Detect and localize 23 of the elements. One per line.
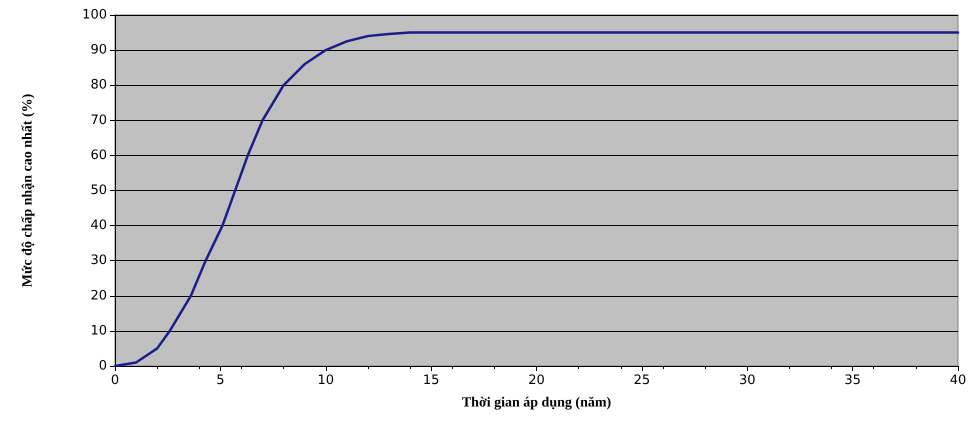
x-tick-label: 35	[844, 373, 861, 388]
x-tick-label: 5	[216, 373, 225, 388]
x-axis-title: Thời gian áp dụng (năm)	[462, 396, 612, 410]
x-tick-label: 20	[528, 373, 545, 388]
x-tick-label: 15	[422, 373, 440, 388]
y-tick-label: 70	[90, 112, 107, 128]
y-tick-label: 60	[90, 148, 107, 163]
y-tick-label: 50	[90, 183, 107, 198]
line-series	[114, 31, 960, 368]
y-tick-label: 100	[82, 8, 107, 22]
x-tick-label: 30	[738, 373, 756, 388]
x-tick-label: 25	[634, 373, 650, 388]
y-tick-label: 0	[98, 358, 107, 374]
y-tick-label: 30	[90, 253, 107, 268]
y-tick-label: 10	[90, 323, 107, 338]
x-tick-label: 40	[950, 373, 966, 388]
x-tick-label: 10	[317, 373, 334, 388]
y-tick-label: 80	[90, 78, 107, 93]
y-axis-title: Mức độ chấp nhận cao nhất (%)	[20, 93, 36, 288]
y-tick-label: 20	[90, 288, 107, 304]
y-tick-label: 40	[90, 218, 107, 234]
x-tick-label: 0	[110, 373, 120, 388]
y-tick-label: 90	[90, 42, 107, 58]
